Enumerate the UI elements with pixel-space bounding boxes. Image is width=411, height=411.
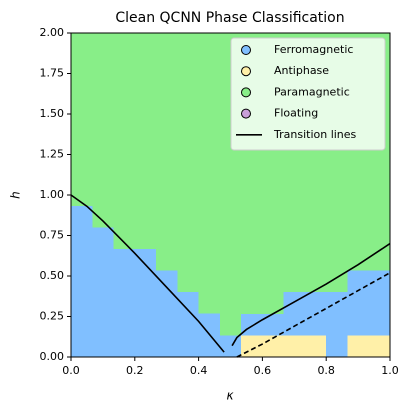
legend-marker: [241, 45, 251, 55]
heatmap-cell: [368, 270, 391, 336]
transition-line: [70, 194, 225, 353]
heatmap-cell: [262, 313, 284, 336]
x-tick-label: 0.8: [317, 364, 335, 377]
heatmap-cell: [347, 335, 370, 357]
heatmap-cell: [219, 335, 242, 357]
legend-label: Antiphase: [274, 64, 329, 77]
x-tick-label: 0.2: [126, 364, 144, 377]
heatmap-cell: [71, 33, 93, 206]
y-tick-label: 1.50: [40, 107, 65, 120]
heatmap-cell: [368, 335, 391, 357]
y-tick-label: 0.75: [40, 229, 65, 242]
heatmap-cell: [198, 33, 221, 314]
legend-box: [230, 37, 386, 151]
legend-marker: [241, 87, 251, 98]
legend-marker: [241, 108, 251, 119]
heatmap-cell: [156, 270, 178, 357]
y-tick-label: 1.00: [40, 188, 65, 201]
x-tick-label: 0.4: [190, 364, 208, 377]
heatmap-cell: [156, 33, 178, 271]
x-tick-label: 0.6: [254, 364, 272, 377]
legend: Ferromagnetic Antiphase Paramagnetic Floati…: [230, 37, 386, 151]
y-axis-label: h: [9, 191, 23, 199]
legend-label: Ferromagnetic: [274, 43, 353, 56]
y-tick-label: 0.50: [40, 269, 65, 282]
x-axis-label: κ: [226, 389, 234, 403]
heatmap-cell: [134, 248, 157, 357]
heatmap-cell: [283, 335, 306, 357]
legend-marker: [241, 66, 251, 77]
legend-label: Transition lines: [273, 128, 357, 141]
chart-title: Clean QCNN Phase Classification: [115, 10, 344, 26]
heatmap-cell: [304, 335, 327, 357]
legend-label: Paramagnetic: [274, 85, 350, 98]
heatmap-cell: [347, 270, 370, 336]
heatmap-cell: [177, 33, 199, 293]
y-tick-label: 1.75: [40, 67, 65, 80]
x-tick-label: 0.0: [62, 364, 80, 377]
y-tick-label: 0.25: [40, 310, 65, 323]
y-tick-label: 1.25: [40, 148, 65, 161]
heatmap-cell: [326, 292, 348, 357]
heatmap-cell: [71, 205, 93, 357]
heatmap-cell: [134, 33, 157, 249]
heatmap-cell: [92, 33, 114, 228]
heatmap-cell: [113, 33, 136, 249]
y-tick-label: 2.00: [40, 26, 65, 39]
heatmap-cell: [113, 248, 136, 357]
heatmap-cell: [283, 292, 306, 336]
transition-line: [236, 272, 391, 358]
x-tick-label: 1.0: [381, 364, 399, 377]
y-tick-label: 0.00: [40, 350, 65, 363]
heatmap-cell: [177, 292, 199, 357]
legend-label: Floating: [274, 107, 318, 120]
heatmap-cell: [92, 227, 114, 357]
transition-line: [231, 242, 391, 347]
